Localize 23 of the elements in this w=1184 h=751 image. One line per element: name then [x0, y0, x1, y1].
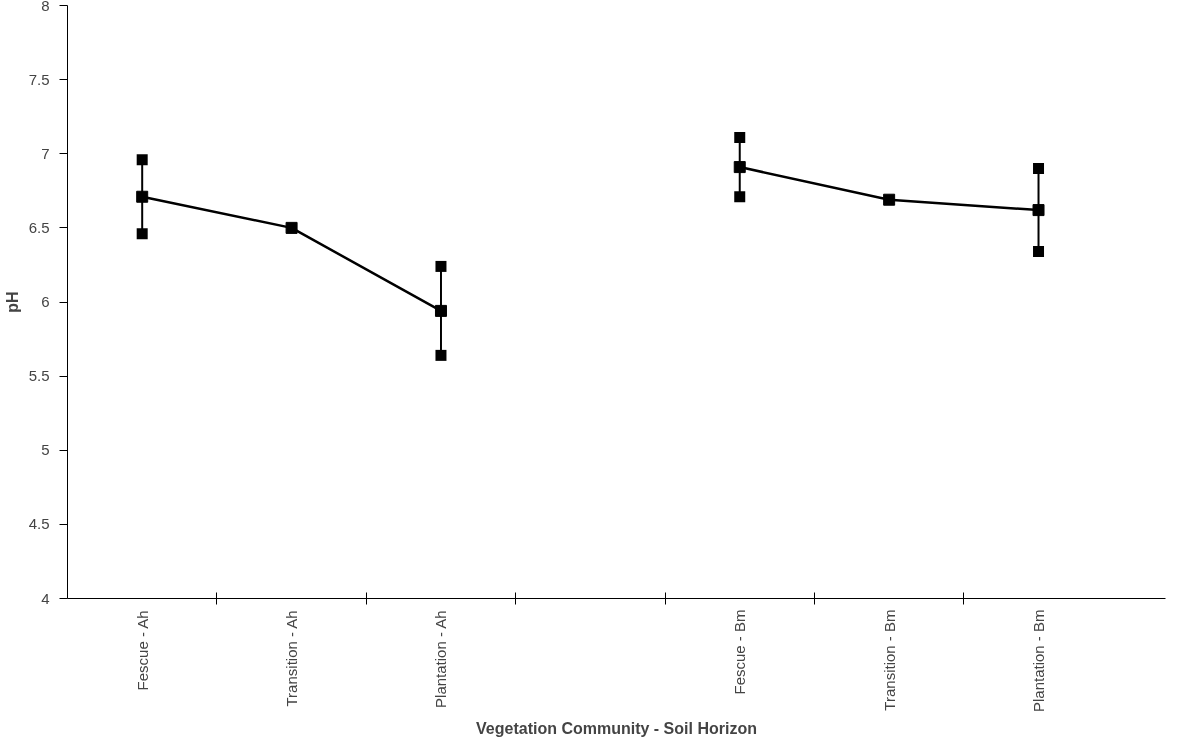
- x-tick-label: Transition - Bm: [880, 609, 898, 711]
- y-axis-title: pH: [3, 291, 21, 313]
- x-tick-label: Plantation - Ah: [432, 610, 450, 708]
- y-tick-label: 6.5: [28, 218, 50, 236]
- x-tick-label: Plantation - Bm: [1030, 609, 1048, 713]
- y-tick-label: 7: [41, 144, 50, 162]
- y-tick-label: 8: [41, 0, 50, 14]
- x-axis-title: Vegetation Community - Soil Horizon: [476, 720, 757, 738]
- y-tick-label: 4: [41, 589, 50, 607]
- x-tick-label: Fescue - Ah: [133, 610, 151, 691]
- x-tick-label: Fescue - Bm: [731, 609, 749, 695]
- point: [136, 190, 149, 203]
- point: [1032, 204, 1045, 217]
- x-tick-label: Transition - Ah: [283, 610, 301, 707]
- y-tick-label: 5: [41, 441, 50, 459]
- y-tick-label: 4.5: [28, 515, 50, 533]
- point: [285, 221, 298, 234]
- y-tick-label: 5.5: [28, 367, 50, 385]
- y-tick-label: 6: [41, 293, 50, 310]
- point: [883, 193, 896, 206]
- point: [434, 304, 447, 317]
- point: [733, 161, 746, 174]
- y-tick-label: 7.5: [28, 70, 50, 88]
